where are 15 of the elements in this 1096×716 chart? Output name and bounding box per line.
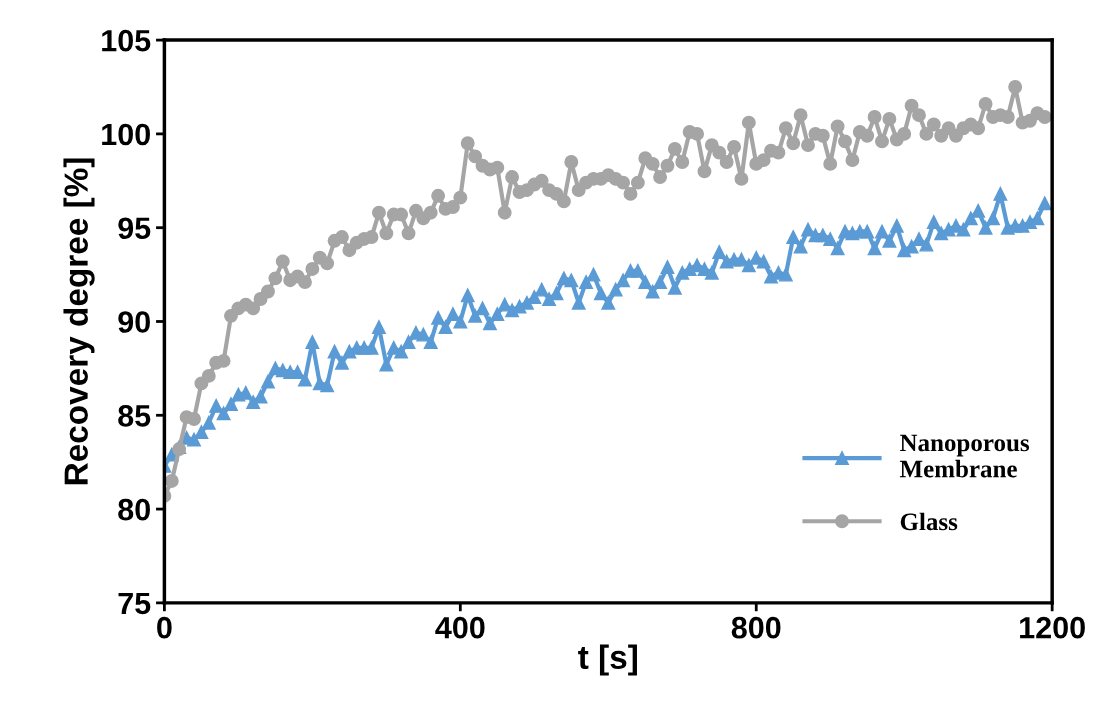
x-tick-label: 0	[157, 616, 172, 639]
x-tick-label: 400	[435, 616, 485, 639]
y-tick-label: 95	[118, 217, 151, 240]
y-tick-label: 80	[118, 498, 150, 521]
x-tick-label: 800	[731, 616, 781, 639]
y-tick-label: 105	[102, 29, 151, 52]
y-tick-label: 85	[118, 405, 151, 427]
y-tick-label: 75	[118, 592, 151, 615]
legend-label: Nanoporous Membrane	[899, 434, 1030, 478]
y-tick-label: 90	[118, 311, 150, 333]
legend-label: Glass	[900, 512, 958, 531]
x-axis-title: t [s]	[578, 644, 637, 676]
x-tick-label: 1200	[1020, 616, 1085, 639]
y-axis-title: Recovery degree [%]	[63, 158, 95, 485]
y-tick-label: 100	[102, 123, 150, 146]
